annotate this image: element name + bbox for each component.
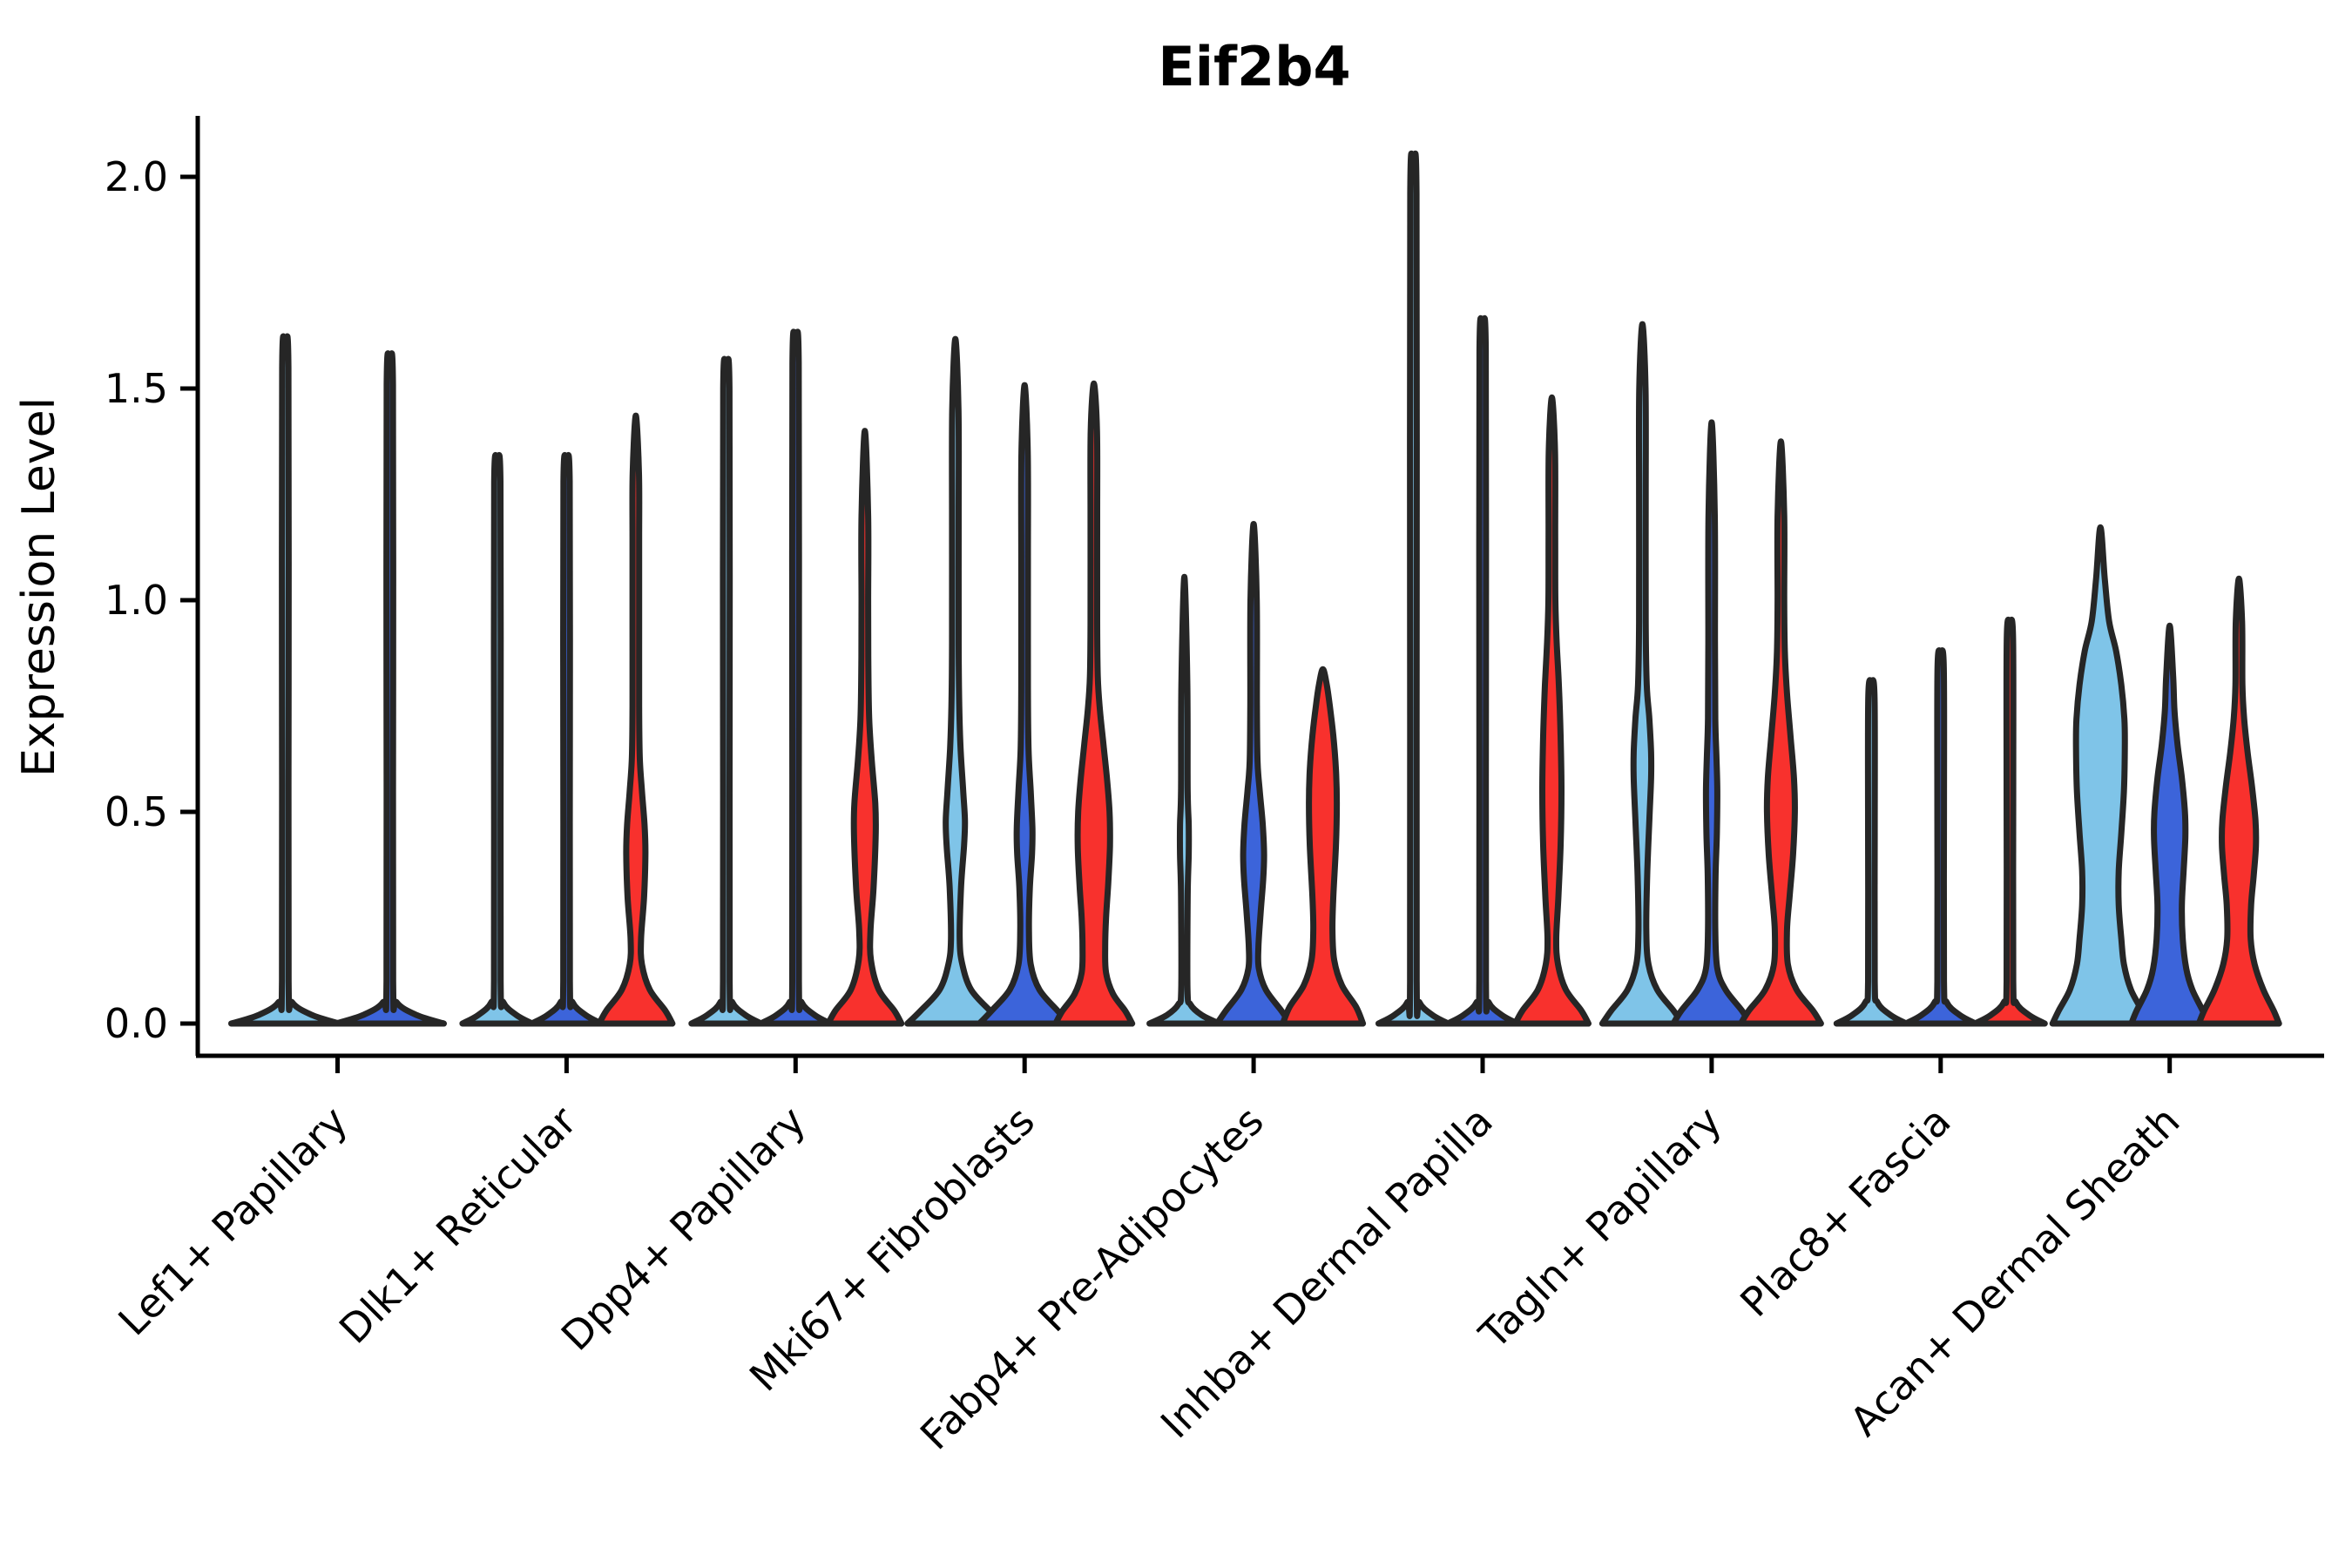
violin-skyblue: [1833, 677, 1909, 1027]
violin-skyblue: [1598, 321, 1686, 1027]
violin-royalblue: [1444, 314, 1521, 1027]
violin-red: [2195, 575, 2282, 1027]
violin-red: [1971, 616, 2048, 1027]
violin-group: [1598, 321, 1824, 1027]
violin-skyblue: [904, 335, 1007, 1027]
violin-skyblue: [228, 333, 342, 1027]
violin-royalblue: [528, 451, 605, 1027]
violin-red: [1512, 394, 1592, 1027]
violin-skyblue: [459, 451, 536, 1027]
violin-red: [825, 428, 905, 1027]
violin-skyblue: [1375, 150, 1451, 1027]
x-tick-label: Tagln+ Papillary: [1470, 1098, 1731, 1359]
violin-group: [1833, 616, 2048, 1027]
violin-group: [228, 333, 447, 1027]
y-tick-label: 0.5: [105, 788, 168, 835]
violin-group: [2049, 524, 2282, 1027]
y-ticks-layer: 2.0 1.5 1.0 0.5 0.0: [105, 153, 198, 1047]
violin-royalblue: [333, 350, 447, 1027]
x-tick-label: Dpp4+ Papillary: [552, 1098, 814, 1360]
violin-red: [596, 412, 676, 1027]
violin-royalblue: [757, 328, 834, 1027]
y-tick-label: 1.5: [105, 365, 168, 412]
violin-red: [1280, 666, 1367, 1027]
violin-red: [1052, 380, 1136, 1027]
violin-skyblue: [2049, 524, 2152, 1027]
x-tick-label: Dlk1+ Reticular: [330, 1098, 585, 1353]
y-tick-label: 2.0: [105, 153, 168, 200]
violin-group: [459, 412, 676, 1027]
violin-royalblue: [976, 382, 1073, 1027]
violin-royalblue: [1670, 419, 1754, 1027]
violin-royalblue: [2128, 622, 2212, 1027]
violin-group: [688, 328, 905, 1027]
violin-group: [1146, 521, 1367, 1027]
violin-group: [904, 335, 1136, 1027]
plot-title: Eif2b4: [1158, 35, 1350, 98]
y-tick-label: 0.0: [105, 1000, 168, 1047]
violin-red: [1737, 438, 1824, 1027]
x-tick-label: Plac8+ Fascia: [1731, 1098, 1959, 1326]
violin-skyblue: [1146, 573, 1223, 1027]
violin-skyblue: [688, 355, 765, 1027]
violin-group: [1375, 150, 1592, 1027]
y-axis-label: Expression Level: [13, 397, 65, 777]
x-tick-label: Lef1+ Papillary: [109, 1098, 356, 1345]
y-tick-label: 1.0: [105, 577, 168, 624]
violin-royalblue: [1903, 647, 1979, 1027]
violins-layer: [228, 150, 2282, 1027]
violin-royalblue: [1213, 521, 1294, 1027]
